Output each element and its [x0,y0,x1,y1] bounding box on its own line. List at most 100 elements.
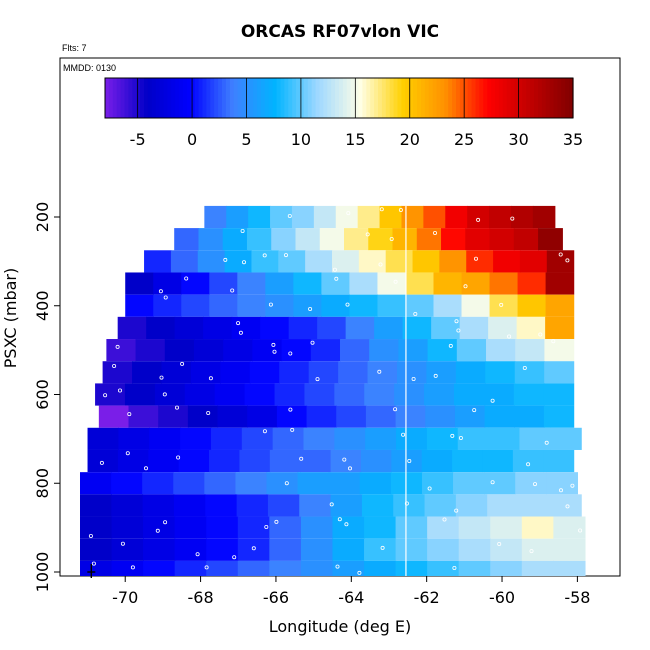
heatmap-cell [269,560,302,576]
heatmap-cell [553,538,586,561]
heatmap-cell [439,250,467,273]
heatmap-cell [515,472,547,495]
colorbar-tick-label: 15 [345,130,365,149]
observation-point [283,253,288,258]
heatmap-cell [184,383,216,406]
heatmap-cell [174,538,207,561]
heatmap-cell [98,405,130,428]
heatmap-cell [457,427,490,450]
heatmap-cell [330,494,363,517]
observation-point [472,408,477,413]
colorbar-segment [222,78,227,118]
observation-point [310,340,315,345]
heatmap-cell [330,449,362,473]
colorbar-tick-label: 20 [400,130,420,149]
heatmap-cell [154,383,186,406]
heatmap-cell [433,272,463,295]
heatmap-cell [466,250,494,273]
heatmap-cell [142,472,174,495]
heatmap-cell [441,228,466,251]
heatmap-cell [395,516,428,539]
heatmap-cell [265,294,294,317]
colorbar-tick-label: 25 [454,130,474,149]
observation-point [287,213,292,218]
heatmap-cell [416,228,442,251]
observation-point [427,486,432,491]
heatmap-cell [395,538,428,561]
colorbar-segment [171,78,176,118]
heatmap-cell [543,405,575,428]
heatmap-cell [426,361,457,384]
colorbar-segment [112,78,118,118]
observation-point [238,330,243,335]
observation-point [125,451,130,456]
heatmap-cell [485,361,516,384]
observation-point [454,319,459,324]
heatmap-cell [247,405,278,428]
observation-point [155,528,160,533]
observation-point [389,236,394,241]
x-axis-label: Longitude (deg E) [269,617,412,636]
heatmap-cell [544,361,575,384]
colorbar-segment [397,78,402,118]
heatmap-cell [405,272,435,295]
heatmap-cell [174,316,204,340]
heatmap-cell [300,516,334,539]
heatmap-cell [143,538,176,561]
observation-point [251,546,256,551]
observation-point [578,528,583,533]
heatmap-cell [237,294,266,317]
observation-point [262,253,267,258]
colorbar-segment [339,78,344,118]
heatmap-cell [241,427,274,450]
colorbar-segment [198,78,204,118]
heatmap-cell [349,272,379,295]
colorbar-segment [257,78,262,118]
heatmap-cell [174,516,207,539]
heatmap-cell [205,494,238,517]
colorbar-segment [144,78,149,118]
heatmap-cell [390,472,423,495]
observation-point [272,349,277,354]
colorbar-segment [264,78,270,118]
observation-point [490,480,495,485]
heatmap-cell [532,205,556,229]
observation-point [91,561,96,566]
heatmap-cell [164,339,195,362]
colorbar-segment [327,78,332,118]
heatmap-cell [546,472,578,495]
heatmap-cell [544,339,575,362]
heatmap-cell [293,272,322,295]
colorbar-segment [206,78,211,118]
colorbar-segment [491,78,496,118]
observation-point [404,501,409,506]
heatmap-cell [281,339,312,362]
observation-point [332,267,337,272]
colorbar-segment [514,78,519,118]
y-tick-label: 800 [33,468,52,499]
observation-point [463,284,468,289]
colorbar-segment [284,78,289,118]
colorbar-tick-label: 5 [241,130,251,149]
observation-point [284,481,289,486]
heatmap-cell [278,250,306,273]
heatmap-cell [489,205,512,229]
colorbar-segment [303,78,309,118]
observation-point [456,328,461,333]
heatmap-cell [209,449,241,473]
heatmap-cell [300,538,334,561]
start-marker [87,564,96,578]
heatmap-cell [111,516,144,539]
heatmap-cell [521,560,554,576]
heatmap-cell [421,449,453,473]
colorbar-tick-label: 10 [291,130,311,149]
x-tick-label: -68 [188,588,214,607]
heatmap-cell [427,516,460,539]
heatmap-cell [111,472,143,495]
heatmap-cell [488,316,518,340]
observation-point [401,432,406,437]
heatmap-cell [203,316,233,340]
colorbar-segment [272,78,278,118]
observation-point [299,456,304,461]
heatmap-cell [553,560,586,576]
